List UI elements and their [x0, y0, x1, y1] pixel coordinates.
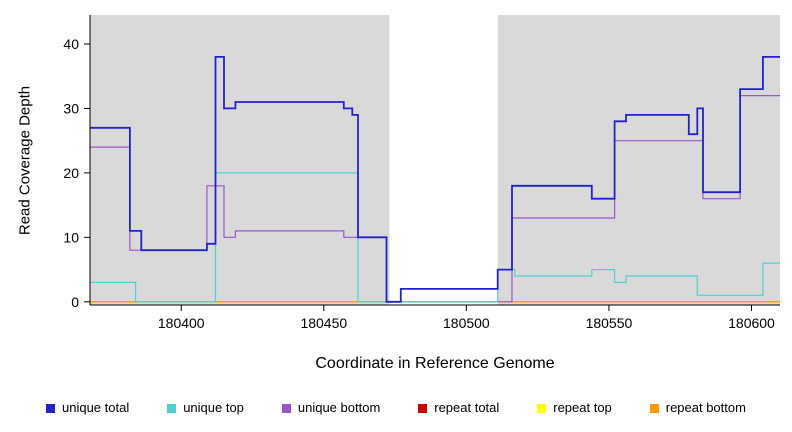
legend-swatch: [537, 403, 547, 413]
legend-item-repeat-bottom: repeat bottom: [649, 400, 746, 416]
legend-label: repeat top: [553, 400, 612, 415]
x-tick-label: 180450: [300, 315, 347, 331]
legend-swatch: [167, 403, 177, 413]
plot-canvas: 180400 180450 180500 180550 180600 0 10 20 30 40: [63, 15, 780, 331]
x-axis-title: Coordinate in Reference Genome: [315, 355, 555, 372]
legend-item-unique-total: unique total: [46, 400, 129, 416]
highlight-region: [389, 15, 498, 305]
legend-item-unique-top: unique top: [167, 400, 244, 416]
legend-item-unique-bottom: unique bottom: [281, 400, 381, 416]
legend-swatch: [46, 403, 55, 413]
x-tick-label: 180550: [586, 315, 633, 331]
legend-label: unique bottom: [297, 400, 381, 415]
y-tick-label: 0: [71, 294, 79, 310]
legend-swatch: [649, 403, 659, 413]
x-tick-label: 180500: [443, 315, 490, 331]
legend-item-repeat-top: repeat top: [537, 400, 612, 416]
coverage-chart: 180400 180450 180500 180550 180600 0 10 20 30 40 …: [16, 15, 780, 331]
series-unique-total: [90, 56, 780, 303]
legend-swatch: [418, 403, 428, 413]
y-tick-label: 30: [63, 100, 79, 116]
x-tick-label: 180400: [158, 315, 205, 331]
legend-swatch: [281, 403, 291, 413]
y-axis-title: Read Coverage Depth: [16, 85, 34, 236]
legend-label: unique top: [183, 400, 244, 415]
x-tick-label: 180600: [728, 315, 775, 331]
y-tick-label: 10: [63, 229, 79, 245]
y-tick-label: 40: [63, 36, 79, 52]
legend-label: repeat bottom: [665, 400, 746, 415]
legend-item-repeat-total: repeat total: [418, 400, 499, 416]
y-tick-label: 20: [63, 165, 79, 181]
legend: unique total unique top unique bottom repea…: [0, 400, 792, 416]
legend-label: unique total: [62, 400, 130, 415]
legend-label: repeat total: [434, 400, 500, 415]
